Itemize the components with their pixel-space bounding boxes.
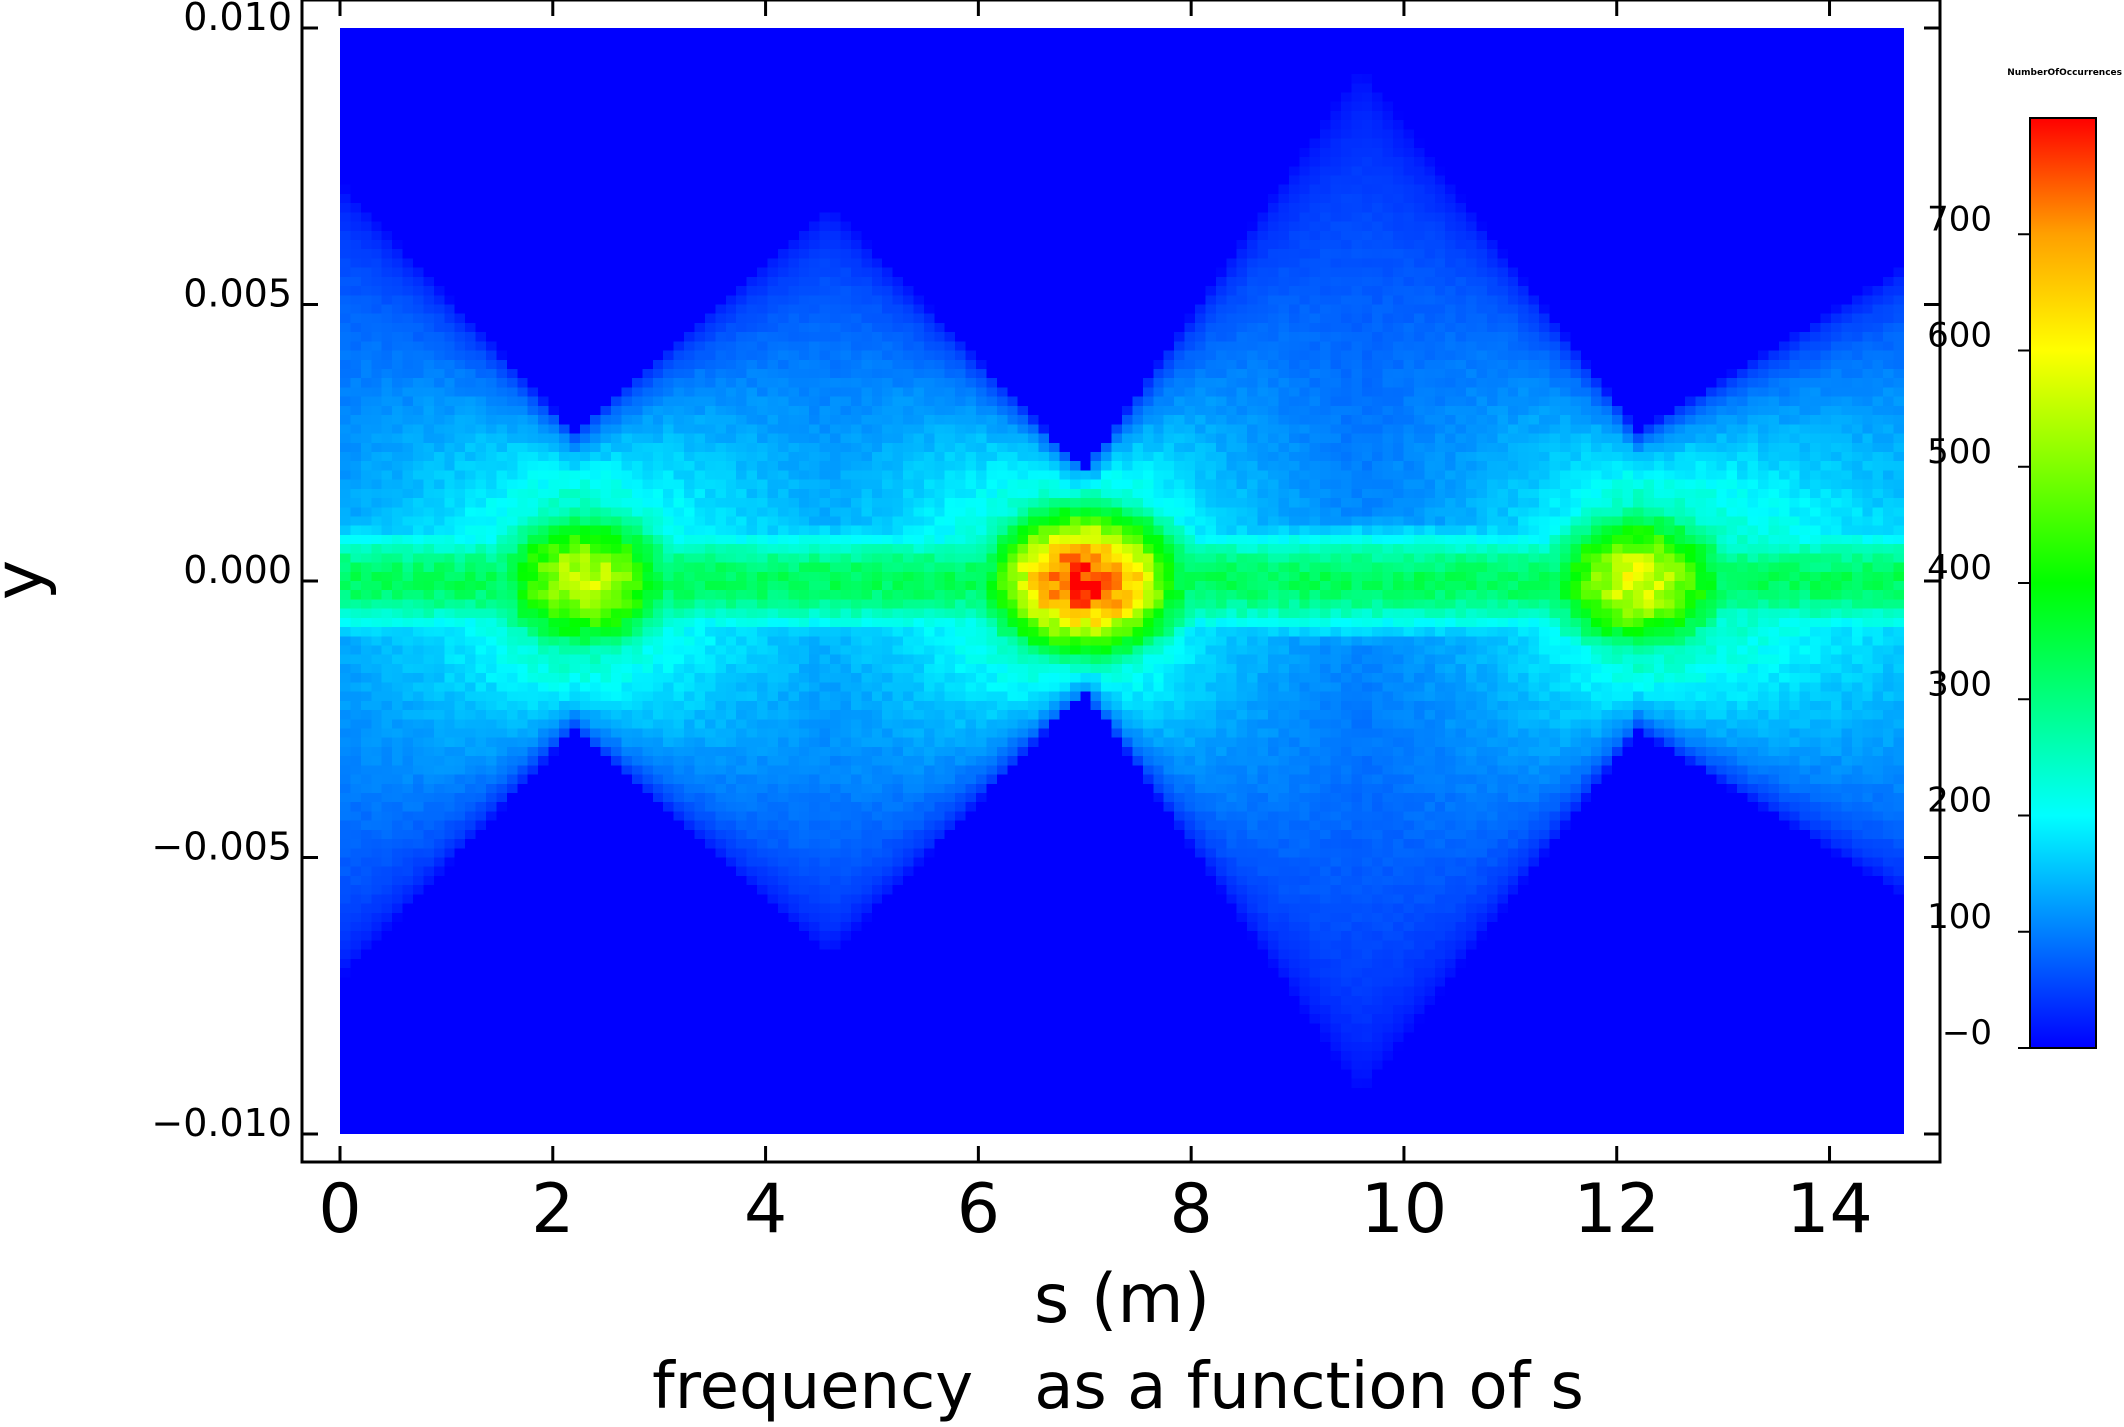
y-axis-title: y <box>0 560 59 600</box>
chart-title: frequency as a function of s <box>652 1350 1584 1422</box>
colorbar-tick-label: 500 <box>1927 432 1992 472</box>
y-axis-ticks: 0.010 0.005 0.000 −0.005 −0.010 <box>151 0 318 1145</box>
x-tick-label: 0 <box>318 1170 361 1249</box>
colorbar <box>2029 117 2097 1049</box>
x-tick-label: 4 <box>744 1170 787 1249</box>
heatmap-image <box>340 28 1904 1134</box>
colorbar-tick-label: 200 <box>1927 781 1992 821</box>
x-tick-label: 6 <box>957 1170 1000 1249</box>
right-axis-ticks <box>1924 26 1940 1136</box>
colorbar-tick-label: −0 <box>1942 1013 1992 1053</box>
colorbar-title: NumberOfOccurrences <box>2007 68 2122 78</box>
y-tick-label: 0.000 <box>183 548 292 592</box>
x-tick-label: 10 <box>1361 1170 1448 1249</box>
colorbar-tick-label: 100 <box>1927 897 1992 937</box>
colorbar-tick-label: 300 <box>1927 664 1992 704</box>
y-tick-label: −0.010 <box>151 1101 292 1145</box>
x-tick-label: 14 <box>1786 1170 1873 1249</box>
colorbar-ticks: 700 600 500 400 300 200 100 −0 <box>1927 199 2030 1053</box>
x-axis-title: s (m) <box>1034 1260 1210 1339</box>
x-axis-ticks: 0 2 4 6 8 10 12 14 <box>318 0 1873 1249</box>
y-tick-label: −0.005 <box>151 825 292 869</box>
y-tick-label: 0.010 <box>183 0 292 39</box>
x-tick-label: 8 <box>1170 1170 1213 1249</box>
x-tick-label: 2 <box>531 1170 574 1249</box>
colorbar-tick-label: 700 <box>1927 199 1992 239</box>
y-tick-label: 0.005 <box>183 272 292 316</box>
colorbar-tick-label: 600 <box>1927 316 1992 356</box>
x-tick-label: 12 <box>1573 1170 1660 1249</box>
colorbar-tick-label: 400 <box>1927 548 1992 588</box>
